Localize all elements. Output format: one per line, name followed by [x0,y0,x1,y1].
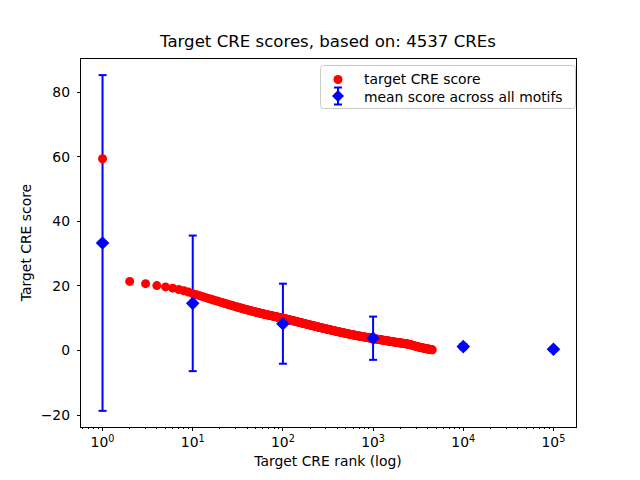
target-score-point [428,345,437,354]
legend-mean-label: mean score across all motifs [364,89,563,105]
x-tick-label: 104 [451,433,475,450]
figure: 100 101 102 103 104 105 −20 0 20 40 60 80 Target C… [0,0,640,480]
axes-frame [80,58,576,427]
legend: target CRE score mean score across all m… [321,66,576,109]
y-axis-ticks: −20 0 20 40 60 80 [41,84,80,423]
target-score-point [141,279,150,288]
errorbar-lines-layer [99,75,558,411]
chart-title: Target CRE scores, based on: 4537 CREs [159,32,496,51]
y-tick-label: −20 [41,407,70,423]
mean-score-marker [96,236,110,250]
x-tick-label: 103 [361,433,385,450]
y-tick-label: 60 [52,149,70,165]
y-tick-label: 40 [52,213,70,229]
y-tick-label: 80 [52,84,70,100]
chart: 100 101 102 103 104 105 −20 0 20 40 60 80 Target C… [0,0,640,480]
x-axis-label: Target CRE rank (log) [253,453,401,469]
y-tick-label: 20 [52,278,70,294]
y-axis-label: Target CRE score [18,184,34,302]
mean-score-marker [456,340,470,354]
y-tick-label: 0 [61,342,70,358]
target-score-points-layer [98,154,437,354]
mean-score-markers-layer [96,236,561,356]
x-tick-label: 101 [181,433,205,450]
mean-score-marker [547,342,561,356]
x-axis-ticks: 100 101 102 103 104 105 [83,427,566,450]
target-score-point [152,281,161,290]
legend-target-marker-icon [334,75,343,84]
x-tick-label: 102 [271,433,295,450]
x-tick-label: 100 [91,433,115,450]
target-score-point [125,277,134,286]
legend-target-label: target CRE score [364,71,481,87]
x-tick-label: 105 [542,433,566,450]
target-score-point [98,154,107,163]
